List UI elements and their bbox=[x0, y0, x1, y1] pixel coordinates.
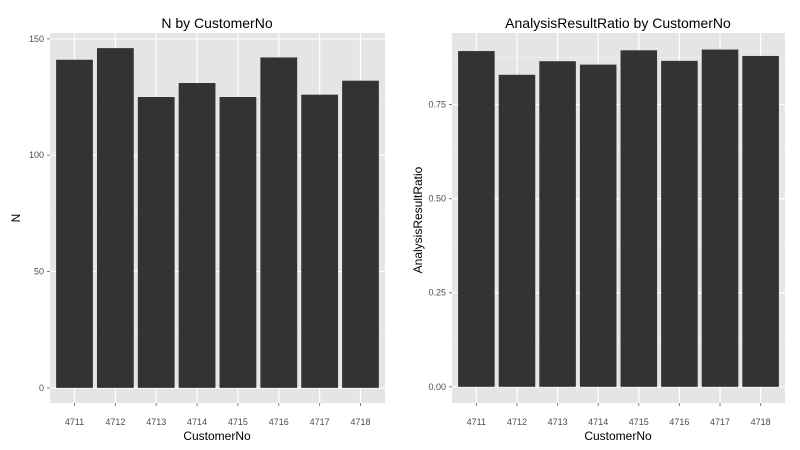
y-axis-title-n: N bbox=[9, 214, 23, 223]
bar-4716 bbox=[260, 57, 298, 388]
y-tick-label: 150 bbox=[29, 34, 44, 44]
y-tick-label: 100 bbox=[29, 150, 44, 160]
chart-panel-ratio: AnalysisResultRatio by CustomerNo 0.000.… bbox=[411, 15, 785, 443]
bar-4718 bbox=[342, 80, 379, 388]
x-tick-label: 4711 bbox=[65, 417, 84, 427]
chart-title-ratio: AnalysisResultRatio by CustomerNo bbox=[505, 15, 731, 31]
x-tick-label: 4713 bbox=[146, 417, 166, 427]
bar-4715 bbox=[620, 50, 658, 387]
x-tick-label: 4718 bbox=[751, 417, 771, 427]
bar-4713 bbox=[539, 61, 576, 387]
bar-4714 bbox=[178, 83, 216, 388]
x-tick-label: 4713 bbox=[548, 417, 568, 427]
bars-n bbox=[56, 48, 379, 388]
y-tick-label: 0.75 bbox=[428, 100, 446, 110]
bar-4713 bbox=[137, 96, 175, 388]
x-axis-title-n: CustomerNo bbox=[183, 429, 251, 443]
x-tick-label: 4716 bbox=[669, 417, 689, 427]
y-tick-label: 0 bbox=[39, 383, 44, 393]
y-axis-ticks-n: 0 50 100 150 bbox=[29, 34, 50, 393]
x-tick-label: 4716 bbox=[269, 417, 289, 427]
y-tick-label: 0.25 bbox=[428, 288, 446, 298]
x-axis-title-ratio: CustomerNo bbox=[584, 429, 652, 443]
bar-4712 bbox=[96, 48, 134, 388]
bar-4714 bbox=[579, 64, 617, 387]
x-axis-ticks-ratio: 4711 4712 4713 4714 4715 4716 4717 4718 bbox=[467, 403, 771, 427]
y-axis-title-ratio: AnalysisResultRatio bbox=[411, 166, 425, 273]
y-tick-label: 50 bbox=[34, 267, 44, 277]
x-tick-label: 4717 bbox=[310, 417, 330, 427]
bar-4717 bbox=[301, 94, 339, 388]
x-tick-label: 4711 bbox=[467, 417, 486, 427]
bar-4716 bbox=[661, 60, 698, 387]
bars-ratio bbox=[458, 49, 779, 387]
bar-4711 bbox=[56, 59, 93, 388]
bar-4718 bbox=[742, 55, 779, 387]
bar-4712 bbox=[498, 74, 536, 387]
chart-title-n: N by CustomerNo bbox=[161, 15, 272, 31]
x-tick-label: 4718 bbox=[350, 417, 370, 427]
y-tick-label: 0.00 bbox=[428, 382, 446, 392]
x-tick-label: 4712 bbox=[507, 417, 527, 427]
x-tick-label: 4714 bbox=[187, 417, 207, 427]
y-tick-label: 0.50 bbox=[428, 194, 446, 204]
x-tick-label: 4715 bbox=[228, 417, 248, 427]
y-axis-ticks-ratio: 0.00 0.25 0.50 0.75 bbox=[428, 100, 452, 392]
x-tick-label: 4714 bbox=[588, 417, 608, 427]
x-axis-ticks-n: 4711 4712 4713 4714 4715 4716 4717 4718 bbox=[65, 403, 371, 427]
x-tick-label: 4717 bbox=[710, 417, 730, 427]
bar-4711 bbox=[458, 51, 495, 387]
x-tick-label: 4712 bbox=[105, 417, 125, 427]
bar-4717 bbox=[701, 49, 739, 387]
x-tick-label: 4715 bbox=[629, 417, 649, 427]
bar-4715 bbox=[219, 96, 257, 388]
